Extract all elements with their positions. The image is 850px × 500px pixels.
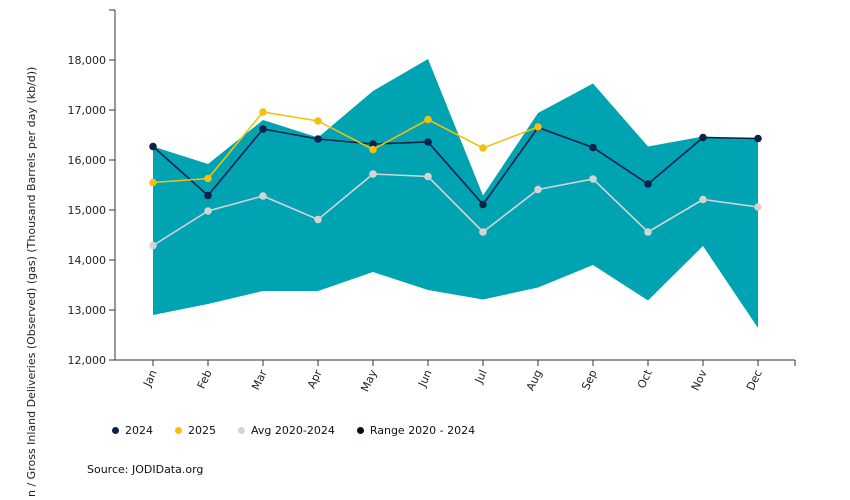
y-tick-label-15000: 15,000 [68, 204, 107, 217]
legend-label-avg: Avg 2020-2024 [251, 424, 335, 437]
legend-marker-2025 [175, 427, 182, 434]
source-note: Source: JODIData.org [87, 463, 204, 476]
x-tick-label-jan: Jan [140, 368, 159, 390]
point-2025-jan [149, 178, 157, 187]
point-2025-may [369, 145, 377, 154]
series-line-avg [152, 173, 759, 247]
y-tick-label-14000: 14,000 [68, 254, 107, 267]
point-avg-dec [754, 203, 762, 211]
x-tick-label-jun: Jun [415, 368, 434, 390]
point-2025-mar [259, 108, 267, 116]
point-avg-jul [479, 228, 487, 236]
point-avg-oct [644, 228, 652, 236]
y-tick-label-17000: 17,000 [68, 104, 107, 117]
x-tick-label-mar: Mar [249, 367, 270, 392]
legend-marker-range [356, 427, 364, 434]
legend-item-range[interactable]: Range 2020 - 2024 [356, 424, 476, 437]
point-avg-nov [699, 195, 707, 204]
x-tick-label-aug: Aug [524, 368, 545, 393]
legend-marker-avg [238, 427, 245, 434]
legend-marker-2024 [112, 427, 119, 434]
point-2025-feb [204, 174, 212, 183]
y-tick-label-12000: 12,000 [68, 354, 107, 367]
point-avg-mar [259, 192, 267, 200]
point-2024-nov [699, 133, 707, 142]
legend-label-2024: 2024 [125, 424, 153, 437]
x-tick-label-nov: Nov [689, 367, 710, 392]
point-avg-aug [534, 185, 542, 194]
x-tick-label-may: May [358, 367, 380, 394]
point-2024-oct [644, 180, 652, 188]
point-avg-apr [314, 215, 322, 224]
legend-label-range: Range 2020 - 2024 [369, 424, 476, 437]
legend-item-avg[interactable]: Avg 2020-2024 [238, 424, 335, 437]
point-2025-aug [534, 123, 542, 131]
legend: 2024 2025 Avg 2020-2024 Range 2020 - 202… [112, 424, 475, 437]
point-avg-jun [424, 172, 432, 181]
x-tick-label-sep: Sep [579, 368, 600, 392]
point-avg-may [369, 170, 377, 178]
point-2024-sep [589, 143, 597, 152]
range-band [153, 59, 758, 328]
legend-item-2025[interactable]: 2025 [175, 424, 216, 437]
x-tick-label-jul: Jul [472, 368, 490, 386]
point-2024-mar [259, 125, 267, 133]
y-tick-label-16000: 16,000 [68, 154, 107, 167]
point-2024-feb [204, 191, 212, 200]
x-tick-label-feb: Feb [195, 368, 215, 391]
legend-label-2025: 2025 [188, 424, 216, 437]
point-2025-jul [479, 144, 487, 152]
series-line-2025 [152, 111, 539, 184]
x-tick-label-apr: Apr [305, 367, 325, 390]
point-2024-may [369, 140, 377, 148]
point-2024-apr [314, 135, 322, 143]
legend-item-2024[interactable]: 2024 [112, 424, 153, 437]
point-2025-jun [424, 115, 432, 124]
point-2024-jun [424, 138, 432, 146]
point-2024-jan [149, 142, 157, 151]
point-avg-feb [204, 207, 212, 215]
point-2024-dec [754, 134, 762, 143]
y-axis-title: n / Gross Inland Deliveries (Observed) (… [25, 67, 38, 497]
point-2025-apr [314, 117, 322, 125]
y-tick-label-13000: 13,000 [68, 304, 107, 317]
point-avg-jan [149, 241, 157, 250]
y-tick-label-18000: 18,000 [68, 54, 107, 67]
point-avg-sep [589, 175, 597, 183]
x-tick-label-oct: Oct [635, 367, 655, 390]
series-line-2024 [152, 126, 759, 206]
point-2024-jul [479, 200, 487, 209]
x-tick-label-dec: Dec [744, 368, 765, 393]
